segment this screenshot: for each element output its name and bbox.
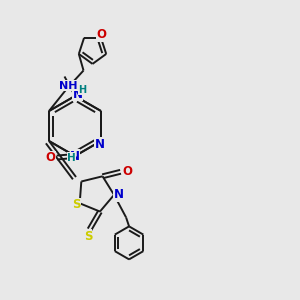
Text: N: N bbox=[114, 188, 124, 201]
Text: N: N bbox=[94, 137, 104, 151]
Text: NH: NH bbox=[59, 80, 78, 91]
Text: S: S bbox=[72, 198, 80, 211]
Text: O: O bbox=[45, 151, 56, 164]
Text: N: N bbox=[70, 149, 80, 163]
Text: H: H bbox=[67, 152, 76, 163]
Text: O: O bbox=[122, 165, 132, 178]
Text: H: H bbox=[78, 85, 86, 95]
Text: N: N bbox=[72, 88, 82, 101]
Text: S: S bbox=[84, 230, 92, 243]
Text: O: O bbox=[96, 28, 106, 41]
